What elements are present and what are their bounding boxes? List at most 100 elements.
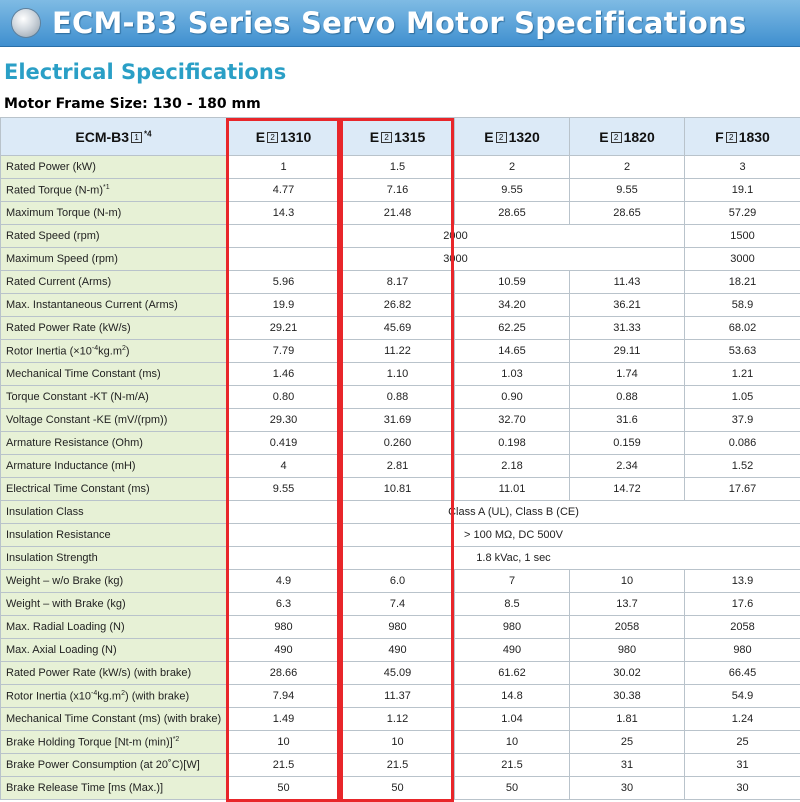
row-label: Armature Resistance (Ohm)	[1, 432, 227, 455]
row-label-text: Armature Inductance (mH)	[6, 460, 136, 472]
page-title: ECM-B3 Series Servo Motor Specifications	[52, 6, 746, 40]
row-label-text: )	[126, 345, 130, 357]
table-cell: 1.04	[455, 708, 570, 731]
table-cell: 66.45	[685, 662, 800, 685]
table-cell-merged: Class A (UL), Class B (CE)	[227, 501, 800, 524]
row-label-text: Insulation Resistance	[6, 529, 111, 541]
table-cell: 5.96	[227, 271, 341, 294]
column-model: 1310	[280, 129, 311, 145]
table-cell: 0.159	[570, 432, 685, 455]
table-cell: 11.43	[570, 271, 685, 294]
table-row: Mechanical Time Constant (ms) (with brak…	[1, 708, 800, 731]
table-row: Insulation Resistance> 100 MΩ, DC 500V	[1, 524, 800, 547]
table-cell: 2058	[685, 616, 800, 639]
row-label-text: Weight – with Brake (kg)	[6, 598, 126, 610]
title-banner: ECM-B3 Series Servo Motor Specifications	[0, 0, 800, 47]
table-cell: 7.16	[341, 179, 455, 202]
table-cell: 4	[227, 455, 341, 478]
table-cell: 3	[685, 156, 800, 179]
table-cell: 1.46	[227, 363, 341, 386]
column-model: 1830	[739, 129, 770, 145]
table-cell: 10.81	[341, 478, 455, 501]
table-cell: 0.80	[227, 386, 341, 409]
table-cell: 19.9	[227, 294, 341, 317]
row-label-text: ) (with brake)	[125, 690, 189, 702]
column-prefix: E	[256, 129, 265, 145]
table-cell: 1.05	[685, 386, 800, 409]
row-label: Rotor Inertia (×10-4kg.m2)	[1, 340, 227, 363]
table-cell: 58.9	[685, 294, 800, 317]
table-cell: 8.5	[455, 593, 570, 616]
row-label: Brake Power Consumption (at 20˚C)[W]	[1, 754, 227, 777]
table-cell: 14.8	[455, 685, 570, 708]
table-cell: 0.90	[455, 386, 570, 409]
row-label: Rotor Inertia (x10-4kg.m2) (with brake)	[1, 685, 227, 708]
table-cell: 37.9	[685, 409, 800, 432]
row-label: Brake Release Time [ms (Max.)]	[1, 777, 227, 800]
table-cell: 6.0	[341, 570, 455, 593]
table-cell: 34.20	[455, 294, 570, 317]
column-box: 2	[381, 132, 392, 143]
row-label: Rated Torque (N-m)*1	[1, 179, 227, 202]
table-cell: 21.48	[341, 202, 455, 225]
row-label-text: Rated Power Rate (kW/s)	[6, 322, 131, 334]
row-label: Max. Axial Loading (N)	[1, 639, 227, 662]
row-label: Maximum Torque (N-m)	[1, 202, 227, 225]
table-cell: 4.9	[227, 570, 341, 593]
table-cell: 30	[570, 777, 685, 800]
table-cell: 980	[570, 639, 685, 662]
corner-box: 1	[131, 132, 142, 143]
table-cell: 21.5	[227, 754, 341, 777]
table-cell-merged: 1.8 kVac, 1 sec	[227, 547, 800, 570]
table-row: Brake Power Consumption (at 20˚C)[W]21.5…	[1, 754, 800, 777]
table-cell: 6.3	[227, 593, 341, 616]
table-cell: 31	[685, 754, 800, 777]
row-label-text: Rated Speed (rpm)	[6, 230, 100, 242]
column-box: 2	[267, 132, 278, 143]
row-label-text: Rated Torque (N-m)	[6, 184, 103, 196]
row-label: Voltage Constant -KE (mV/(rpm))	[1, 409, 227, 432]
column-prefix: E	[599, 129, 608, 145]
table-cell: 1.74	[570, 363, 685, 386]
row-label-text: Rotor Inertia (×10	[6, 345, 92, 357]
table-cell: 21.5	[341, 754, 455, 777]
table-cell: 17.6	[685, 593, 800, 616]
row-label-text: Rated Current (Arms)	[6, 276, 111, 288]
table-cell: 7.79	[227, 340, 341, 363]
table-cell: 28.65	[455, 202, 570, 225]
row-label: Insulation Strength	[1, 547, 227, 570]
table-cell: 11.01	[455, 478, 570, 501]
row-label-text: Electrical Time Constant (ms)	[6, 483, 150, 495]
table-cell: 0.086	[685, 432, 800, 455]
table-cell: 29.30	[227, 409, 341, 432]
row-label-text: Rotor Inertia (x10	[6, 690, 91, 702]
table-cell: 490	[341, 639, 455, 662]
table-cell: 31.33	[570, 317, 685, 340]
table-cell: 13.9	[685, 570, 800, 593]
table-cell: 4.77	[227, 179, 341, 202]
row-label: Mechanical Time Constant (ms)	[1, 363, 227, 386]
row-label: Rated Power (kW)	[1, 156, 227, 179]
row-label-text: Insulation Strength	[6, 552, 98, 564]
table-cell: 26.82	[341, 294, 455, 317]
table-cell: 54.9	[685, 685, 800, 708]
table-cell: 29.11	[570, 340, 685, 363]
table-cell: 1.52	[685, 455, 800, 478]
table-cell: 2.18	[455, 455, 570, 478]
table-cell: 30.38	[570, 685, 685, 708]
table-cell: 21.5	[455, 754, 570, 777]
table-cell: 490	[455, 639, 570, 662]
table-cell: 1	[227, 156, 341, 179]
table-cell: 7	[455, 570, 570, 593]
table-cell: 31.69	[341, 409, 455, 432]
column-prefix: E	[370, 129, 379, 145]
frame-size-label: Motor Frame Size: 130 - 180 mm	[4, 96, 261, 112]
